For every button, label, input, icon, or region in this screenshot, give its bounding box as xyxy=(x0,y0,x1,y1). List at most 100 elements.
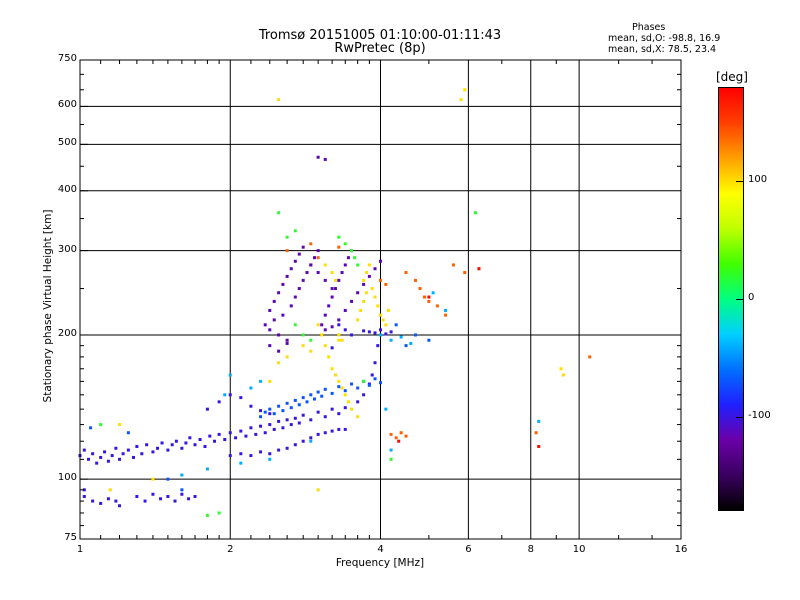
data-point xyxy=(293,229,297,233)
y-tick-label: 100 xyxy=(57,472,77,484)
data-point xyxy=(399,335,403,339)
data-point xyxy=(365,291,369,295)
data-point xyxy=(320,323,324,327)
data-point xyxy=(239,461,243,465)
data-point xyxy=(228,454,232,458)
data-point xyxy=(263,323,267,327)
data-point xyxy=(309,393,313,397)
data-point xyxy=(333,373,337,377)
data-point xyxy=(285,401,289,405)
data-point xyxy=(362,329,366,333)
data-point xyxy=(337,333,341,337)
data-point xyxy=(409,341,413,345)
data-point xyxy=(259,379,263,383)
data-point xyxy=(316,271,320,275)
data-point xyxy=(323,344,327,348)
data-point xyxy=(362,299,366,303)
x-tick-label: 16 xyxy=(674,544,688,555)
data-point xyxy=(323,415,327,419)
data-point xyxy=(285,274,289,278)
data-point xyxy=(281,426,285,430)
data-point xyxy=(330,407,334,411)
data-point xyxy=(99,501,103,505)
data-point xyxy=(126,431,130,435)
y-tick-label: 200 xyxy=(57,327,77,339)
data-point xyxy=(389,448,393,452)
data-point xyxy=(316,488,320,492)
data-point xyxy=(323,263,327,267)
data-point xyxy=(350,333,354,337)
data-point xyxy=(422,295,426,299)
data-point xyxy=(281,313,285,317)
data-point xyxy=(166,494,170,498)
data-point xyxy=(173,499,177,503)
data-point xyxy=(151,492,155,496)
data-point xyxy=(268,379,272,383)
data-point xyxy=(228,393,232,397)
x-tick-label: 10 xyxy=(572,544,586,555)
colorbar-tick-label: -100 xyxy=(748,409,771,421)
data-point xyxy=(356,291,360,295)
colorbar-label: [deg] xyxy=(716,70,748,84)
data-point xyxy=(272,318,276,322)
data-point xyxy=(285,418,289,422)
data-point xyxy=(305,271,309,275)
data-point xyxy=(427,299,431,303)
data-point xyxy=(277,211,281,215)
data-point xyxy=(301,344,305,348)
data-point xyxy=(277,361,281,365)
data-point xyxy=(205,407,209,411)
data-point xyxy=(180,446,184,450)
data-point xyxy=(180,492,184,496)
data-point xyxy=(156,446,160,450)
data-point xyxy=(384,332,388,336)
data-point xyxy=(110,454,114,458)
data-point xyxy=(95,461,99,465)
data-point xyxy=(259,450,263,454)
data-point xyxy=(427,295,431,299)
data-point xyxy=(108,488,112,492)
data-point xyxy=(588,355,592,359)
data-point xyxy=(297,421,301,425)
data-point xyxy=(259,424,263,428)
data-point xyxy=(389,432,393,436)
data-point xyxy=(285,338,289,342)
data-point xyxy=(367,274,371,278)
data-point xyxy=(268,344,272,348)
data-point xyxy=(285,249,289,253)
data-point xyxy=(353,256,357,260)
data-point xyxy=(379,328,382,332)
colorbar-tick-label: 100 xyxy=(748,174,768,186)
data-point xyxy=(350,299,354,303)
data-point xyxy=(343,308,347,312)
data-point xyxy=(99,455,103,459)
data-point xyxy=(268,457,272,461)
data-point xyxy=(309,338,313,342)
data-point xyxy=(174,439,178,443)
colorbar-tick xyxy=(736,181,744,183)
data-point xyxy=(365,271,369,275)
data-point xyxy=(82,494,86,498)
data-point xyxy=(330,391,334,395)
data-point xyxy=(330,295,334,299)
data-point xyxy=(281,409,285,413)
data-point xyxy=(330,429,334,433)
data-point xyxy=(340,271,344,275)
data-point xyxy=(268,423,272,427)
data-point xyxy=(254,432,258,436)
data-point xyxy=(297,287,301,291)
data-point xyxy=(330,287,334,291)
data-point xyxy=(477,267,481,271)
data-point xyxy=(379,259,382,263)
axis-ticks xyxy=(80,59,681,540)
data-point xyxy=(301,245,305,249)
data-point xyxy=(356,318,360,322)
data-point xyxy=(126,448,130,452)
data-point xyxy=(289,304,293,308)
data-point xyxy=(106,497,110,501)
data-point xyxy=(413,333,417,337)
data-point xyxy=(356,415,360,419)
data-point xyxy=(333,287,337,291)
data-point xyxy=(301,278,305,282)
data-point xyxy=(350,407,354,411)
